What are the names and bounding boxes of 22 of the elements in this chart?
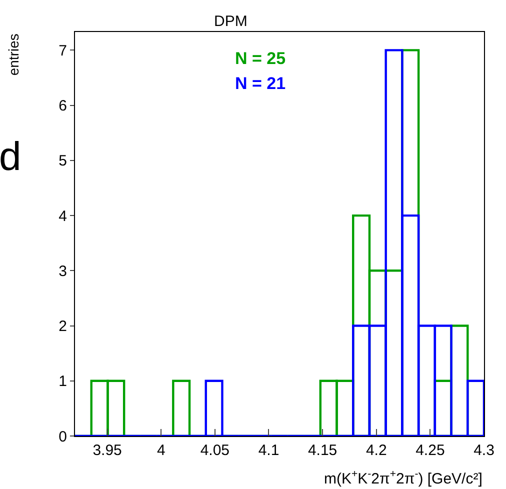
text: m(K$^{+}$K$^{-}$2π$^{+}$2π$^{-}$) [GeV/c²] <box>324 468 482 488</box>
y-axis-title: entries <box>6 34 22 76</box>
text: N = 25 <box>235 49 286 68</box>
x-tick-label: 4.2 <box>366 442 387 459</box>
y-tick-label: 5 <box>58 152 67 170</box>
y-tick-label: 3 <box>58 262 67 280</box>
x-tick-label: 3.95 <box>92 442 122 459</box>
y-tick-label: 6 <box>58 98 67 115</box>
x-tick-label: 4.05 <box>200 442 230 459</box>
x-tick-label: 4.1 <box>258 442 280 459</box>
chart-title: DPM <box>214 13 248 30</box>
x-tick-label: 4.15 <box>308 442 338 459</box>
text: d <box>0 135 22 179</box>
text: N = 21 <box>235 74 286 93</box>
y-tick-label: 7 <box>58 42 67 60</box>
y-tick-label: 4 <box>58 208 67 225</box>
x-tick-label: 4.25 <box>416 442 445 459</box>
x-tick-label: 4 <box>156 442 166 459</box>
y-tick-label: 0 <box>58 428 67 446</box>
y-tick-label: 2 <box>58 318 67 336</box>
x-tick-label: 4.3 <box>474 442 494 459</box>
y-tick-label: 1 <box>58 373 67 390</box>
